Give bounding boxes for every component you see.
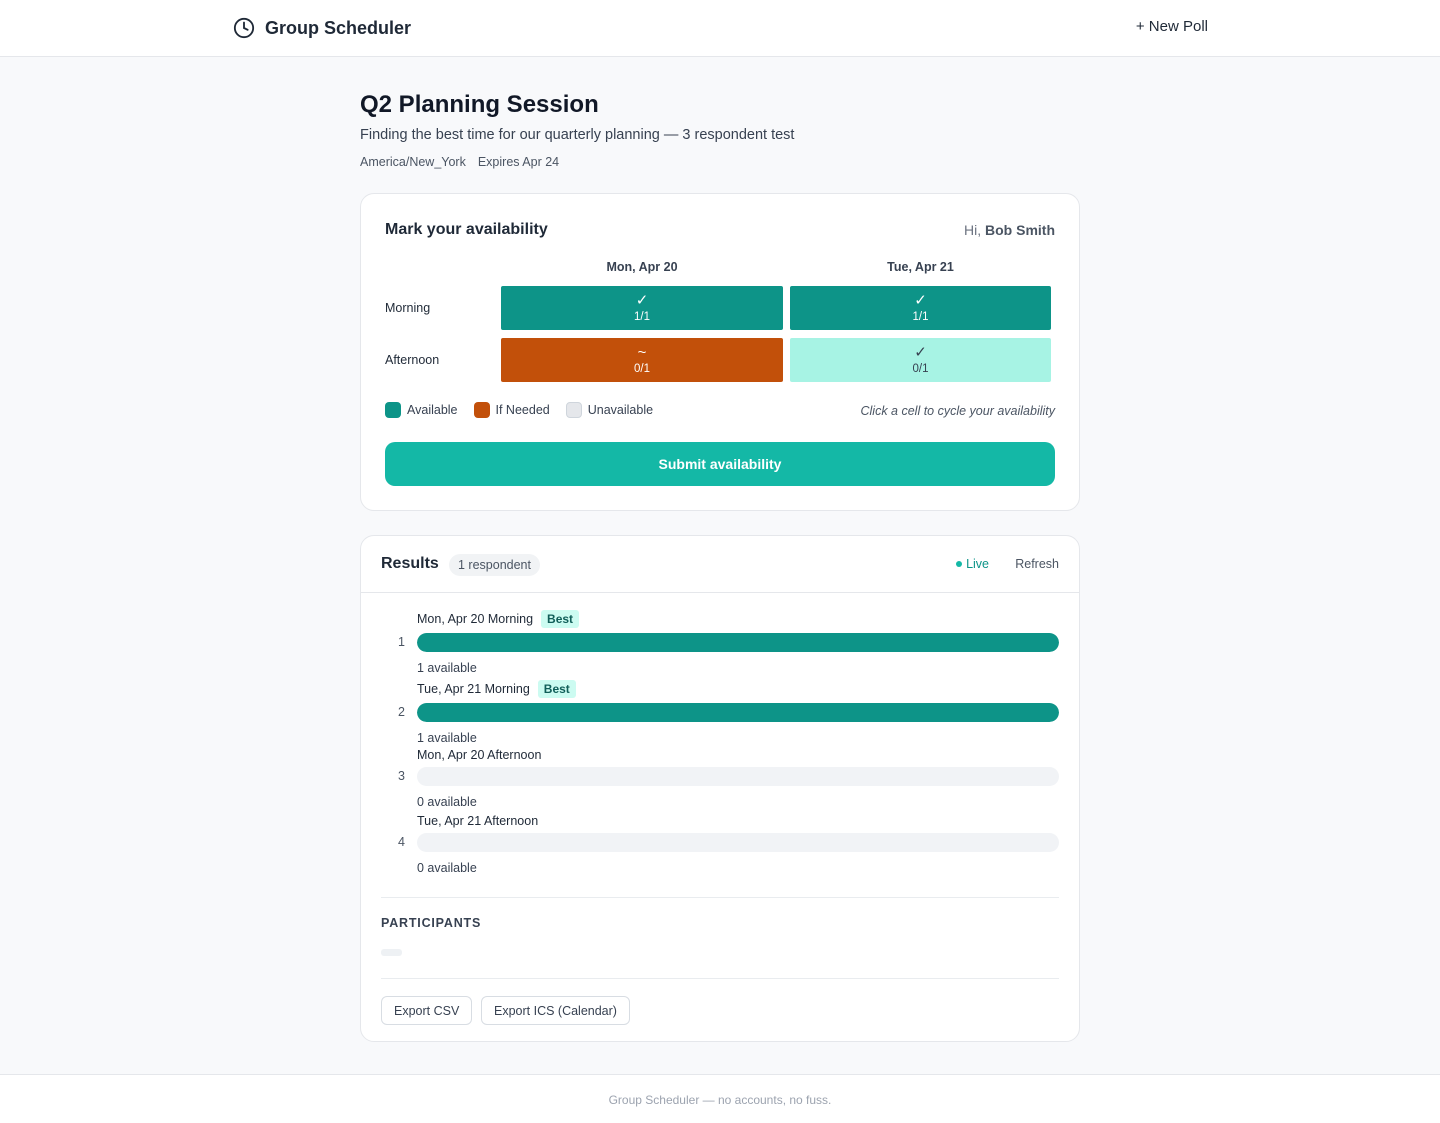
ranking-slot-label: Tue, Apr 21 Morning bbox=[417, 682, 530, 696]
results-header: Results 1 respondent Live Refresh bbox=[361, 536, 1079, 593]
results-heading: Results bbox=[381, 555, 439, 572]
user-name: Bob Smith bbox=[985, 222, 1055, 238]
ranking-count: 0 available bbox=[417, 861, 477, 875]
participants-heading: PARTICIPANTS bbox=[381, 916, 482, 930]
legend-item-if-needed: If Needed bbox=[473, 402, 550, 418]
ranking-count: 1 available bbox=[417, 731, 477, 745]
cell-count: 0/1 bbox=[634, 362, 650, 375]
ranking-label: Tue, Apr 21 Afternoon bbox=[417, 814, 538, 828]
refresh-button[interactable]: Refresh bbox=[1015, 557, 1059, 571]
top-nav: Group Scheduler + New Poll bbox=[0, 0, 1440, 57]
respondent-count-badge: 1 respondent bbox=[449, 554, 540, 576]
clock-icon bbox=[233, 17, 255, 39]
new-poll-link[interactable]: + New Poll bbox=[1135, 18, 1208, 35]
export-csv-button[interactable]: Export CSV bbox=[381, 996, 473, 1025]
poll-meta: America/New_York Expires Apr 24 bbox=[360, 155, 559, 169]
ranking-label: Tue, Apr 21 Morning Best bbox=[417, 680, 576, 698]
legend-swatch bbox=[473, 402, 490, 418]
brand[interactable]: Group Scheduler bbox=[233, 16, 411, 40]
ranking-bar-track bbox=[417, 703, 1059, 722]
export-ics-button[interactable]: Export ICS (Calendar) bbox=[481, 996, 630, 1025]
cell-mark: ✓ bbox=[635, 291, 649, 309]
legend-label: Unavailable bbox=[587, 403, 654, 417]
cell-mark: ✓ bbox=[914, 343, 927, 361]
ranking-count: 0 available bbox=[417, 795, 477, 809]
divider bbox=[381, 897, 1059, 898]
footer: Group Scheduler — no accounts, no fuss. bbox=[0, 1074, 1440, 1123]
ranking-bar-track bbox=[417, 833, 1059, 852]
user-greeting: Hi, Bob Smith bbox=[964, 222, 1055, 238]
cell-mark: ~ bbox=[637, 343, 647, 361]
availability-cell[interactable]: ✓ 0/1 bbox=[790, 338, 1051, 382]
app-name: Group Scheduler bbox=[265, 17, 412, 38]
cell-count: 1/1 bbox=[912, 310, 929, 323]
legend-swatch bbox=[565, 402, 582, 418]
participants-placeholder bbox=[381, 949, 402, 956]
availability-legend: Available If Needed Unavailable bbox=[385, 402, 653, 418]
ranking-bar-fill bbox=[417, 703, 1059, 722]
column-header-day: Mon, Apr 20 bbox=[606, 260, 678, 274]
poll-expiry: Expires Apr 24 bbox=[477, 155, 560, 169]
submit-availability-button[interactable]: Submit availability bbox=[385, 442, 1055, 486]
legend-item-available: Available bbox=[385, 402, 458, 418]
ranking-number: 4 bbox=[398, 835, 405, 849]
ranking-label: Mon, Apr 20 Afternoon bbox=[417, 748, 541, 762]
ranking-bar-track bbox=[417, 767, 1059, 786]
ranking-count: 1 available bbox=[417, 661, 477, 675]
ranking-number: 3 bbox=[398, 769, 405, 783]
cell-count: 1/1 bbox=[634, 310, 650, 323]
ranking-slot-label: Mon, Apr 20 Morning bbox=[417, 612, 534, 626]
legend-label: Available bbox=[407, 403, 458, 417]
poll-title: Q2 Planning Session bbox=[360, 91, 599, 118]
ranking-bar-track bbox=[417, 633, 1059, 652]
availability-cell[interactable]: ✓ 1/1 bbox=[501, 286, 783, 330]
ranking-number: 1 bbox=[398, 635, 405, 649]
column-header-day: Tue, Apr 21 bbox=[887, 260, 954, 274]
legend-label: If Needed bbox=[495, 403, 550, 417]
ranking-slot-label: Mon, Apr 20 Afternoon bbox=[417, 748, 542, 762]
availability-hint: Click a cell to cycle your availability bbox=[860, 404, 1055, 418]
poll-timezone: America/New_York bbox=[360, 155, 466, 169]
cell-count: 0/1 bbox=[912, 362, 929, 375]
ranking-slot-label: Tue, Apr 21 Afternoon bbox=[417, 814, 539, 828]
best-badge: Best bbox=[537, 680, 576, 698]
live-label: Live bbox=[966, 557, 989, 571]
legend-item-unavailable: Unavailable bbox=[565, 402, 654, 418]
availability-heading: Mark your availability bbox=[385, 221, 548, 238]
live-dot-icon bbox=[956, 561, 963, 567]
ranking-label: Mon, Apr 20 Morning Best bbox=[417, 610, 580, 628]
row-label-slot: Morning bbox=[385, 301, 431, 315]
availability-card: Mark your availability Hi, Bob Smith Mon… bbox=[360, 193, 1080, 511]
divider bbox=[381, 978, 1059, 979]
ranking-bar-fill bbox=[417, 633, 1059, 652]
cell-mark: ✓ bbox=[914, 291, 927, 309]
availability-cell[interactable]: ~ 0/1 bbox=[501, 338, 783, 382]
legend-swatch bbox=[385, 402, 401, 418]
availability-cell[interactable]: ✓ 1/1 bbox=[790, 286, 1051, 330]
ranking-number: 2 bbox=[398, 705, 405, 719]
row-label-slot: Afternoon bbox=[385, 353, 440, 367]
results-card: Results 1 respondent Live Refresh 1 Mon, … bbox=[360, 535, 1080, 1042]
live-indicator: Live bbox=[956, 557, 989, 571]
best-badge: Best bbox=[541, 610, 580, 628]
greeting-prefix: Hi, bbox=[964, 222, 985, 238]
poll-description: Finding the best time for our quarterly … bbox=[360, 127, 795, 143]
